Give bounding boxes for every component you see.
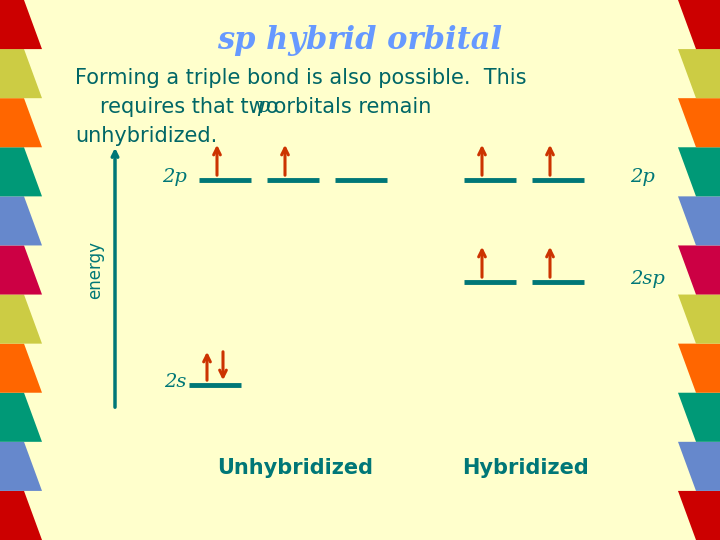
Text: 2s: 2s: [164, 373, 186, 391]
Polygon shape: [678, 0, 720, 49]
Polygon shape: [0, 0, 42, 49]
Polygon shape: [0, 294, 42, 343]
Polygon shape: [678, 393, 720, 442]
Text: unhybridized.: unhybridized.: [75, 126, 217, 146]
Polygon shape: [678, 491, 720, 540]
Text: 2p: 2p: [630, 168, 655, 186]
Polygon shape: [678, 98, 720, 147]
Polygon shape: [678, 197, 720, 246]
Polygon shape: [0, 197, 42, 246]
Polygon shape: [678, 442, 720, 491]
Polygon shape: [678, 294, 720, 343]
Polygon shape: [678, 343, 720, 393]
Polygon shape: [0, 49, 42, 98]
Text: energy: energy: [86, 241, 104, 299]
Text: orbitals remain: orbitals remain: [267, 97, 431, 117]
Polygon shape: [678, 246, 720, 294]
Text: Hybridized: Hybridized: [462, 458, 588, 478]
Polygon shape: [0, 98, 42, 147]
Polygon shape: [0, 343, 42, 393]
Text: 2p: 2p: [163, 168, 187, 186]
Text: sp hybrid orbital: sp hybrid orbital: [217, 24, 503, 56]
Text: 2sp: 2sp: [630, 270, 665, 288]
Polygon shape: [0, 393, 42, 442]
Text: Unhybridized: Unhybridized: [217, 458, 373, 478]
Text: Forming a triple bond is also possible.  This: Forming a triple bond is also possible. …: [75, 68, 526, 88]
Polygon shape: [678, 147, 720, 197]
Text: requires that two: requires that two: [100, 97, 285, 117]
Polygon shape: [0, 147, 42, 197]
Polygon shape: [0, 246, 42, 294]
Polygon shape: [678, 49, 720, 98]
Text: p: p: [256, 98, 269, 117]
Polygon shape: [0, 491, 42, 540]
Polygon shape: [0, 442, 42, 491]
